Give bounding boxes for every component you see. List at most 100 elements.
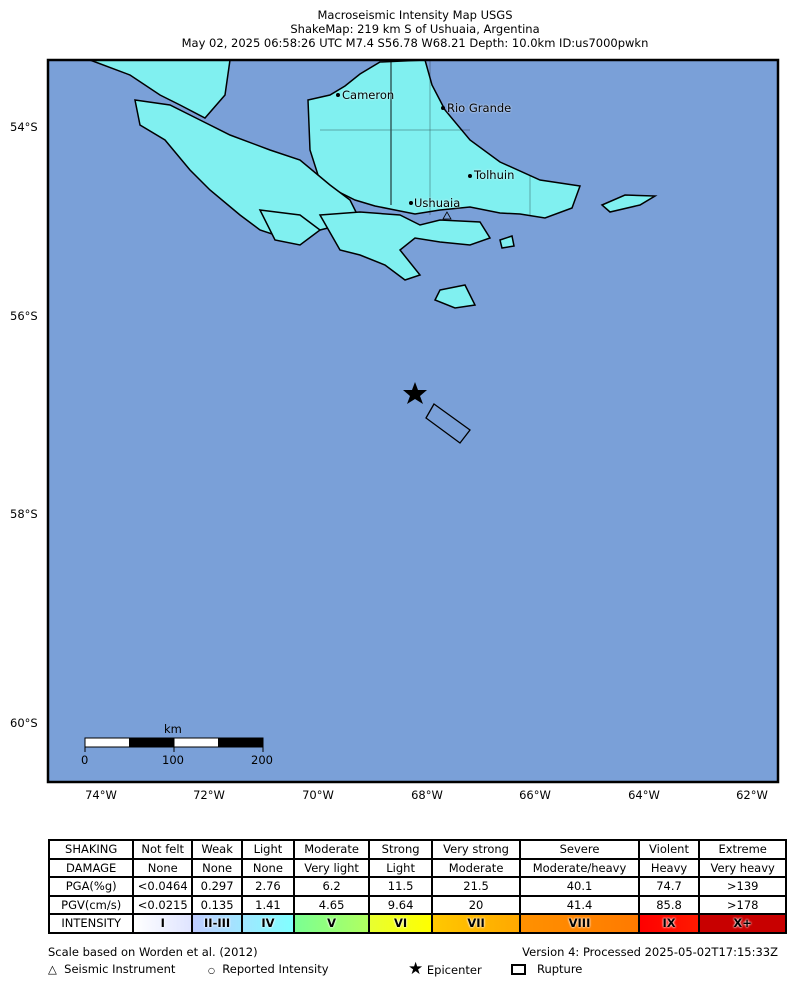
instrument-label: Seismic Instrument [64,962,176,976]
legend-cell: Extreme [698,839,787,860]
scale-bar [84,737,264,752]
legend-cell: 41.4 [519,894,640,915]
legend-cell: X+ [698,913,787,934]
legend-cell: Severe [519,839,640,860]
city-label-ushuaia: Ushuaia [414,196,461,210]
legend-row-shaking: SHAKING Not felt Weak Light Moderate Strong Ve… [47,839,787,860]
intensity-legend-table: SHAKING Not felt Weak Light Moderate Strong Ve… [47,839,787,934]
legend-row-label: PGV(cm/s) [47,894,135,915]
lat-label: 56°S [10,309,38,323]
islet [499,235,515,249]
map-subtitle: ShakeMap: 219 km S of Ushuaia, Argentina [290,22,540,36]
legend-cell: 74.7 [637,876,701,897]
legend-cell: 6.2 [292,876,371,897]
legend-cell: II-III [191,913,244,934]
star-icon: ★ [408,959,424,979]
legend-cell: VIII [519,913,640,934]
legend-cell: IX [637,913,701,934]
map-title: Macroseismic Intensity Map USGS [317,8,513,22]
legend-cell: None [241,857,295,878]
legend-cell: Light [368,857,433,878]
map-frame [46,58,780,784]
legend-row-intensity: INTENSITY I II-III IV V VI VII VIII IX X+ [47,913,787,934]
lat-label: 54°S [10,120,38,134]
legend-cell: I [132,913,194,934]
scale-tick: 0 [81,753,89,767]
scale-tick: 100 [162,753,184,767]
legend-row-pgag: PGA(%g) <0.0464 0.297 2.76 6.2 11.5 21.5 40.1 74… [47,876,787,897]
brunswick [89,59,231,119]
legend-cell: 21.5 [430,876,522,897]
lon-label: 72°W [193,788,225,802]
legend-cell: Moderate/heavy [519,857,640,878]
scale-unit: km [164,722,182,736]
seismic-instrument-icon [442,211,452,220]
city-markers [336,93,472,205]
legend-cell: 9.64 [368,894,433,915]
navarino [318,211,492,281]
legend-cell: 4.65 [292,894,371,915]
triangle-icon: △ [48,962,57,976]
legend-cell: Heavy [637,857,701,878]
reported-label: Reported Intensity [222,962,329,976]
legend-cell: 1.41 [241,894,295,915]
legend-cell: 20 [430,894,522,915]
legend-cell: Very strong [430,839,522,860]
rupture-icon [511,964,526,975]
scale-tick: 200 [251,753,273,767]
lon-label: 62°W [736,788,768,802]
rupture-label: Rupture [536,962,583,976]
legend-cell: Very light [292,857,371,878]
legend-row-label: SHAKING [47,839,135,860]
legend-cell: 0.297 [191,876,244,897]
lon-label: 70°W [302,788,334,802]
land [89,59,658,309]
scale-note: Scale based on Worden et al. (2012) [48,945,258,959]
lon-label: 74°W [85,788,117,802]
lon-label: 64°W [628,788,660,802]
legend-cell: Very heavy [698,857,787,878]
hoste [258,209,322,246]
legend-row-label: INTENSITY [47,913,135,934]
graticule [320,60,531,215]
legend-cell: Strong [368,839,433,860]
version-info: Version 4: Processed 2025-05-02T17:15:33… [522,945,778,959]
southern-islets [433,284,477,309]
legend-cell: <0.0215 [132,894,194,915]
legend-cell: Not felt [132,839,194,860]
tierra-del-fuego [307,59,582,219]
legend-row-label: PGA(%g) [47,876,135,897]
legend-cell: None [191,857,244,878]
legend-row-pgvcms: PGV(cm/s) <0.0215 0.135 1.41 4.65 9.64 20 41.4 8… [47,894,787,915]
epicenter-star-icon [403,382,427,404]
lon-label: 66°W [519,788,551,802]
city-label-cameron: Cameron [342,88,395,102]
rupture-outline [425,403,471,444]
staten-island [600,194,658,213]
legend-cell: 0.135 [191,894,244,915]
legend-cell: Moderate [430,857,522,878]
lat-label: 60°S [10,716,38,730]
legend-cell: 11.5 [368,876,433,897]
legend-cell: Violent [637,839,701,860]
legend-cell: Light [241,839,295,860]
legend-cell: >178 [698,894,787,915]
lat-label: 58°S [10,507,38,521]
city-label-rio-grande: Rio Grande [447,101,512,115]
legend-cell: None [132,857,194,878]
legend-cell: V [292,913,371,934]
legend-cell: Weak [191,839,244,860]
legend-cell: <0.0464 [132,876,194,897]
legend-cell: IV [241,913,295,934]
legend-cell: VI [368,913,433,934]
legend-cell: 2.76 [241,876,295,897]
legend-row-label: DAMAGE [47,857,135,878]
legend-row-damage: DAMAGE None None None Very light Light Moderat… [47,857,787,878]
city-label-tolhuin: Tolhuin [474,168,515,182]
event-info: May 02, 2025 06:58:26 UTC M7.4 S56.78 W6… [181,36,649,50]
legend-cell: 85.8 [637,894,701,915]
legend-cell: >139 [698,876,787,897]
epicenter-label: Epicenter [426,963,482,977]
circle-icon: ○ [208,966,215,975]
legend-cell: 40.1 [519,876,640,897]
